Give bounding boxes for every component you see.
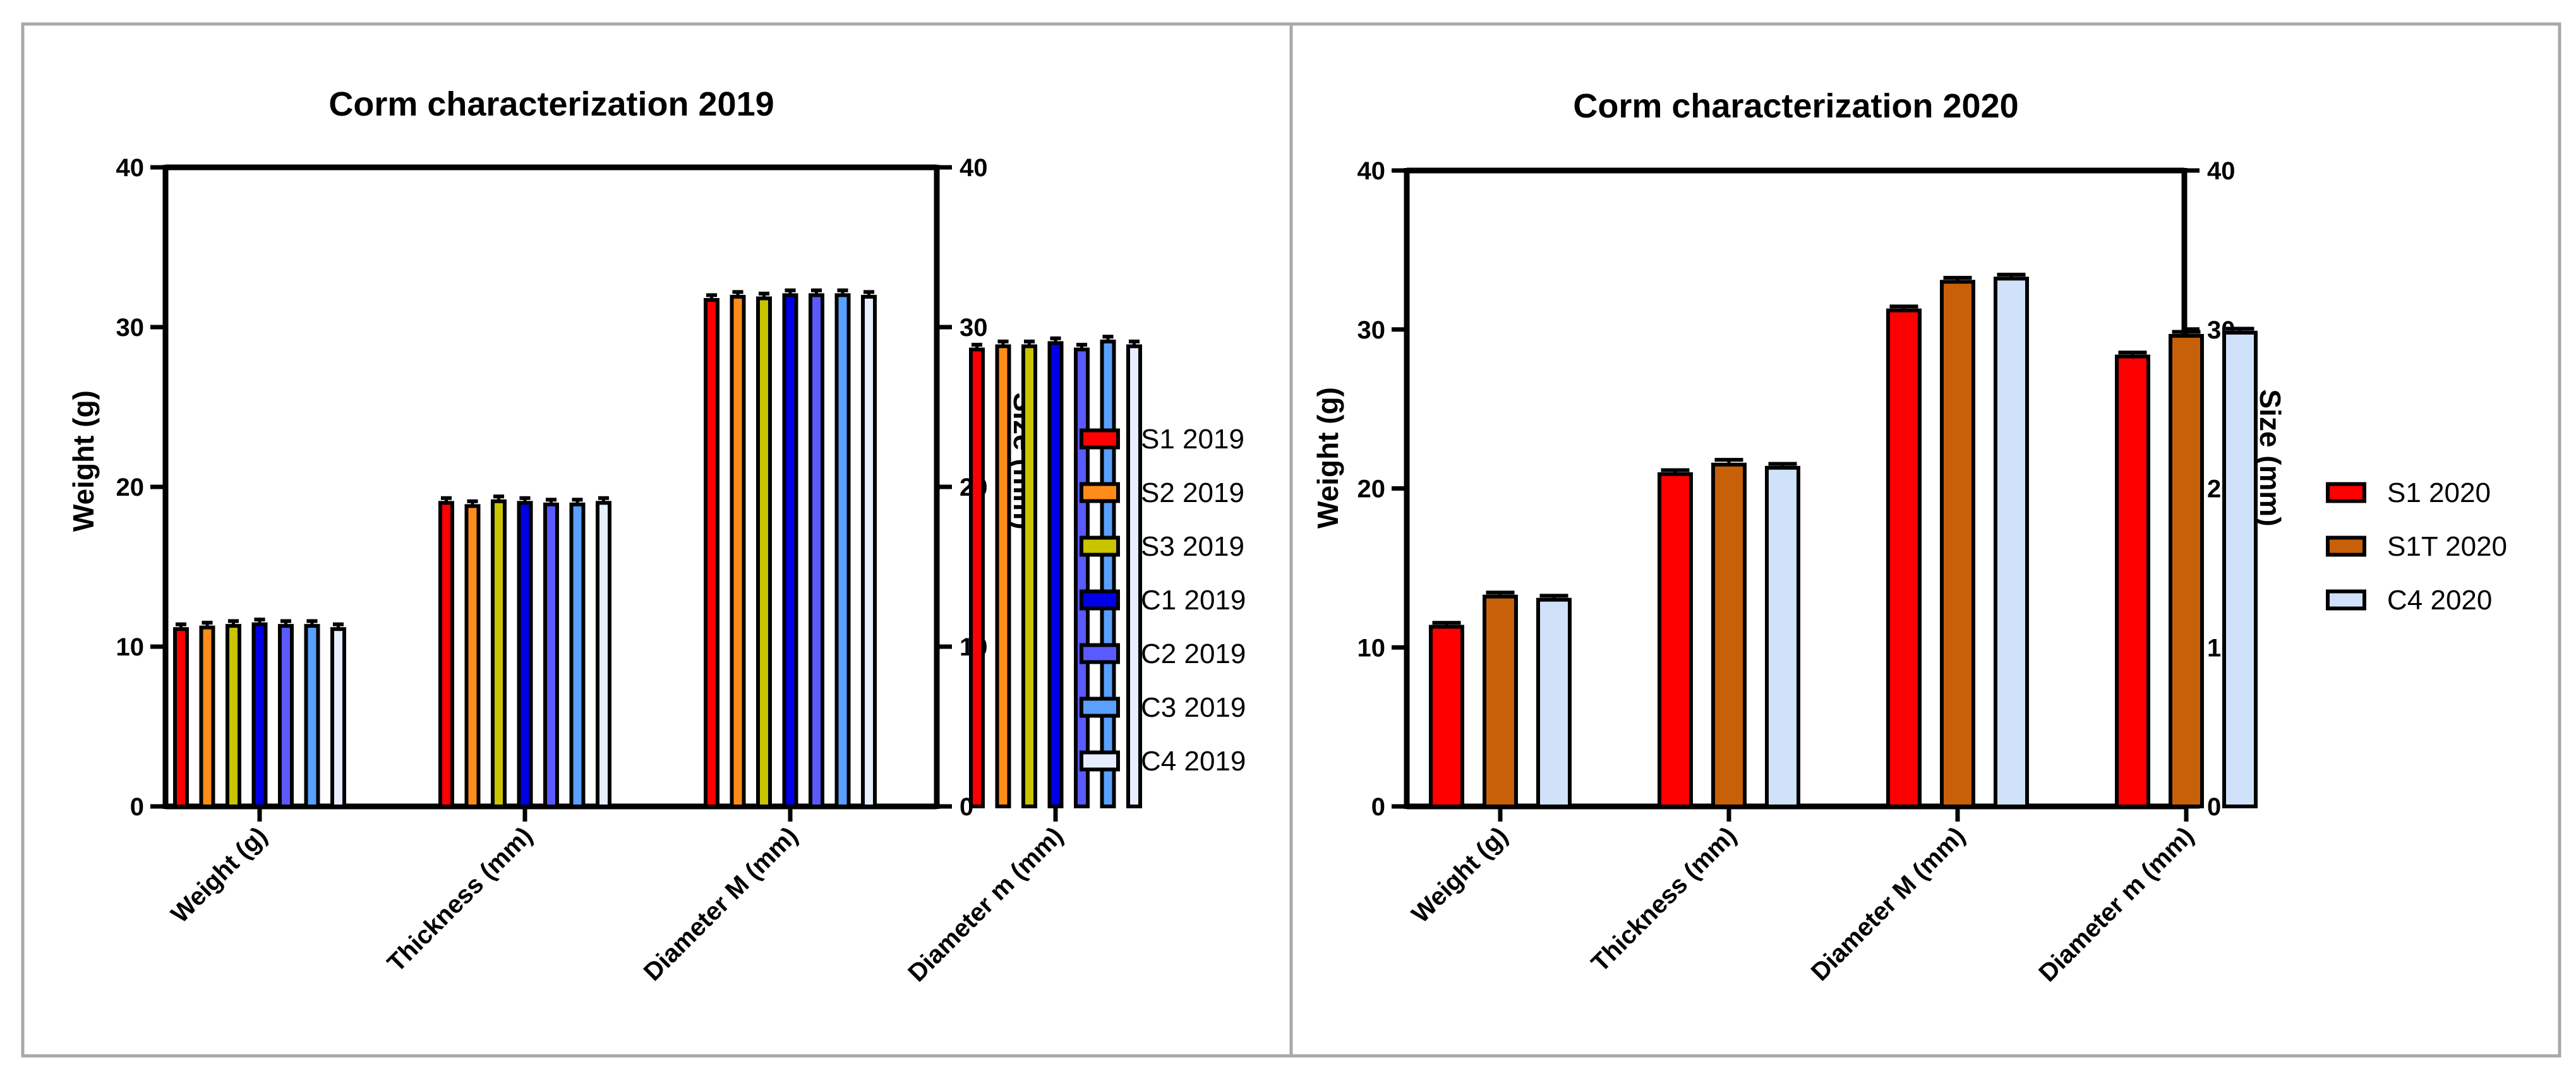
legend-swatch	[2326, 536, 2366, 557]
x-tick-label: Diameter M (mm)	[639, 822, 803, 986]
y-tick-label-left: 10	[116, 633, 145, 661]
y-tick-label-left: 40	[1357, 157, 1386, 185]
legend-swatch	[1080, 428, 1120, 450]
bar-s1t-2020-3	[1940, 280, 1975, 809]
legend-swatch	[1080, 643, 1120, 664]
legend-label: C1 2019	[1141, 585, 1246, 616]
bar-c4-2020-4	[2222, 330, 2258, 808]
bar-c4-2020-3	[1994, 277, 2029, 808]
legend-swatch	[1080, 697, 1120, 718]
bar-s3-2019-1	[226, 624, 241, 808]
bar-s2-2019-4	[995, 344, 1011, 808]
bar-c3-2019-3	[834, 293, 851, 808]
y-tick-label-right: 0	[2207, 793, 2221, 821]
bar-s1-2019-3	[704, 297, 719, 808]
bar-s1-2020-1	[1429, 625, 1464, 809]
bar-s3-2019-3	[756, 296, 772, 808]
bar-c1-2019-4	[1047, 341, 1064, 808]
y-axis-label-left: Weight (g)	[67, 390, 100, 532]
bar-c1-2019-1	[251, 622, 268, 809]
y-tick-label-left: 0	[1371, 793, 1385, 821]
x-tick-label: Weight (g)	[1407, 822, 1514, 928]
legend-swatch	[1080, 482, 1120, 503]
y-tick-label-left: 20	[116, 474, 145, 501]
x-tick-label: Weight (g)	[166, 822, 273, 928]
bar-s2-2019-3	[730, 294, 746, 808]
bar-c4-2020-2	[1765, 465, 1800, 808]
legend-swatch	[1080, 589, 1120, 611]
bar-s1t-2020-2	[1711, 462, 1747, 808]
legend-label: S1T 2020	[2387, 531, 2507, 562]
legend-label: C4 2019	[1141, 746, 1246, 777]
y-tick-label-left: 20	[1357, 476, 1386, 503]
y-tick-label-left: 30	[1357, 316, 1386, 344]
bar-c2-2019-3	[809, 293, 824, 808]
bar-s1-2020-2	[1658, 472, 1693, 808]
y-tick-label-left: 40	[116, 154, 145, 182]
x-tick-label: Diameter m (mm)	[903, 822, 1068, 987]
bar-s1-2019-1	[173, 627, 189, 808]
chart-2019: Corm characterization 2019 Weight (g) Si…	[67, 85, 1246, 987]
legend-label: S2 2019	[1141, 477, 1244, 508]
bar-c1-2019-2	[517, 501, 533, 808]
bar-s2-2019-2	[464, 504, 481, 808]
legend-label: C4 2020	[2387, 585, 2492, 616]
bar-c3-2019-1	[304, 624, 320, 808]
legend-swatch	[1080, 536, 1120, 557]
bar-c4-2020-1	[1536, 597, 1572, 808]
legend-swatch	[1080, 750, 1120, 772]
y-tick-label-right: 40	[2207, 157, 2236, 185]
bar-c4-2019-2	[596, 501, 611, 808]
bar-c3-2019-2	[569, 502, 586, 809]
bar-s1-2020-3	[1886, 308, 1922, 809]
bar-c2-2019-4	[1074, 347, 1090, 808]
bar-s1-2019-2	[438, 501, 454, 808]
bar-c4-2019-1	[330, 627, 346, 808]
bar-c3-2019-4	[1100, 339, 1116, 808]
legend-swatch	[2326, 589, 2366, 611]
bar-s1-2019-4	[969, 347, 985, 808]
chart-title: Corm characterization 2020	[1573, 87, 2018, 125]
chart-2020: Corm characterization 2020 Weight (g) Si…	[1311, 87, 2507, 987]
bar-s3-2019-4	[1021, 344, 1037, 808]
y-tick-label-right: 30	[960, 314, 988, 342]
legend-label: S1 2020	[2387, 477, 2491, 508]
legend-label: C2 2019	[1141, 638, 1246, 669]
y-tick-label-left: 0	[130, 793, 144, 821]
bar-s1t-2020-1	[1483, 594, 1518, 808]
y-tick-label-left: 10	[1357, 634, 1386, 662]
legend-label: S1 2019	[1141, 424, 1244, 455]
y-axis-label-right: Size (mm)	[2254, 389, 2287, 526]
bar-c1-2019-3	[782, 293, 798, 808]
y-tick-label-left: 30	[116, 314, 145, 342]
y-axis-label-left: Weight (g)	[1311, 387, 1344, 529]
x-tick-label: Diameter M (mm)	[1806, 822, 1971, 986]
x-tick-label: Thickness (mm)	[1586, 822, 1742, 977]
bar-s1t-2020-4	[2169, 333, 2204, 808]
chart-title: Corm characterization 2019	[328, 85, 774, 123]
legend-label: S3 2019	[1141, 531, 1244, 562]
bar-s2-2019-1	[199, 625, 215, 808]
x-tick-label: Diameter m (mm)	[2033, 822, 2199, 987]
x-tick-label: Thickness (mm)	[382, 822, 538, 977]
y-tick-label-right: 40	[960, 154, 988, 182]
bar-c2-2019-1	[278, 624, 294, 808]
bar-s1-2020-4	[2115, 354, 2150, 808]
legend-swatch	[2326, 482, 2366, 503]
legend-label: C3 2019	[1141, 692, 1246, 723]
bar-c2-2019-2	[543, 502, 559, 809]
bar-s3-2019-2	[491, 499, 507, 809]
bar-c4-2019-4	[1126, 344, 1142, 808]
panel-frame-2020	[1289, 22, 2561, 1058]
bar-c4-2019-3	[861, 294, 877, 808]
